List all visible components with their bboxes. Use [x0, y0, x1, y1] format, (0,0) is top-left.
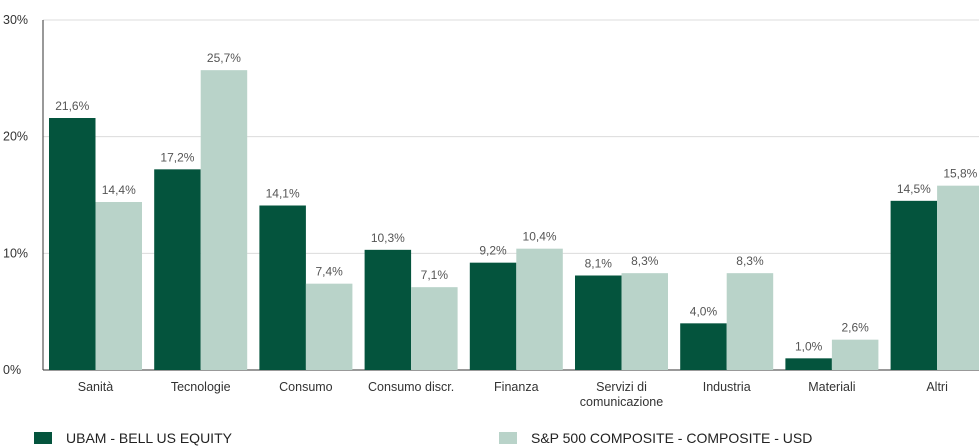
- data-label: 9,2%: [479, 244, 507, 258]
- x-tick-label: Materiali: [808, 380, 855, 394]
- bar-sp500: [937, 185, 979, 370]
- y-tick-label: 30%: [3, 13, 28, 27]
- data-label: 8,3%: [631, 254, 659, 268]
- bar-sp500: [831, 339, 879, 370]
- x-tick-label: comunicazione: [580, 395, 663, 409]
- x-tick-label: Finanza: [494, 380, 539, 394]
- bar-ubam: [890, 200, 938, 370]
- data-label: 10,3%: [371, 231, 405, 245]
- x-tick-label: Consumo: [279, 380, 333, 394]
- data-label: 15,8%: [943, 167, 977, 181]
- data-label: 2,6%: [841, 321, 869, 335]
- data-label: 7,4%: [315, 265, 343, 279]
- x-tick-label: Servizi di: [596, 380, 647, 394]
- bar-sp500: [200, 70, 248, 371]
- data-label: 14,5%: [897, 182, 931, 196]
- data-label: 7,1%: [421, 268, 449, 282]
- x-tick-label: Industria: [703, 380, 751, 394]
- data-label: 25,7%: [207, 51, 241, 65]
- x-tick-label: Sanità: [78, 380, 113, 394]
- legend-swatch-sp500: [499, 432, 517, 444]
- legend-label-ubam: UBAM - BELL US EQUITY: [66, 430, 232, 446]
- data-label: 1,0%: [795, 339, 823, 353]
- bar-sp500: [305, 283, 353, 370]
- y-tick-label: 0%: [3, 363, 21, 377]
- data-label: 14,4%: [102, 183, 136, 197]
- legend-item-ubam: UBAM - BELL US EQUITY: [34, 430, 232, 446]
- bar-ubam: [49, 118, 96, 370]
- y-tick-label: 10%: [3, 246, 28, 260]
- data-label: 14,1%: [266, 187, 300, 201]
- x-tick-label: Tecnologie: [171, 380, 231, 394]
- bar-sp500: [411, 287, 458, 370]
- data-label: 17,2%: [160, 150, 194, 164]
- legend-swatch-ubam: [34, 432, 52, 444]
- data-label: 8,1%: [585, 257, 613, 271]
- data-label: 10,4%: [523, 230, 557, 244]
- bar-sp500: [621, 273, 668, 370]
- y-tick-label: 20%: [3, 130, 28, 144]
- x-tick-label: Consumo discr.: [368, 380, 454, 394]
- data-label: 21,6%: [55, 99, 89, 113]
- data-label: 8,3%: [736, 254, 764, 268]
- bar-ubam: [259, 205, 306, 370]
- bar-ubam: [364, 249, 412, 370]
- legend-label-sp500: S&P 500 COMPOSITE - COMPOSITE - USD: [531, 430, 813, 446]
- bar-ubam: [154, 169, 201, 370]
- bar-ubam: [469, 262, 517, 370]
- x-tick-label: Altri: [926, 380, 948, 394]
- bar-sp500: [726, 273, 774, 370]
- bar-ubam: [575, 275, 622, 370]
- legend-item-sp500: S&P 500 COMPOSITE - COMPOSITE - USD: [499, 430, 812, 446]
- bar-sp500: [95, 202, 142, 370]
- bar-sp500: [516, 248, 563, 370]
- data-label: 4,0%: [690, 304, 718, 318]
- bar-ubam: [785, 358, 832, 370]
- bar-ubam: [680, 323, 727, 370]
